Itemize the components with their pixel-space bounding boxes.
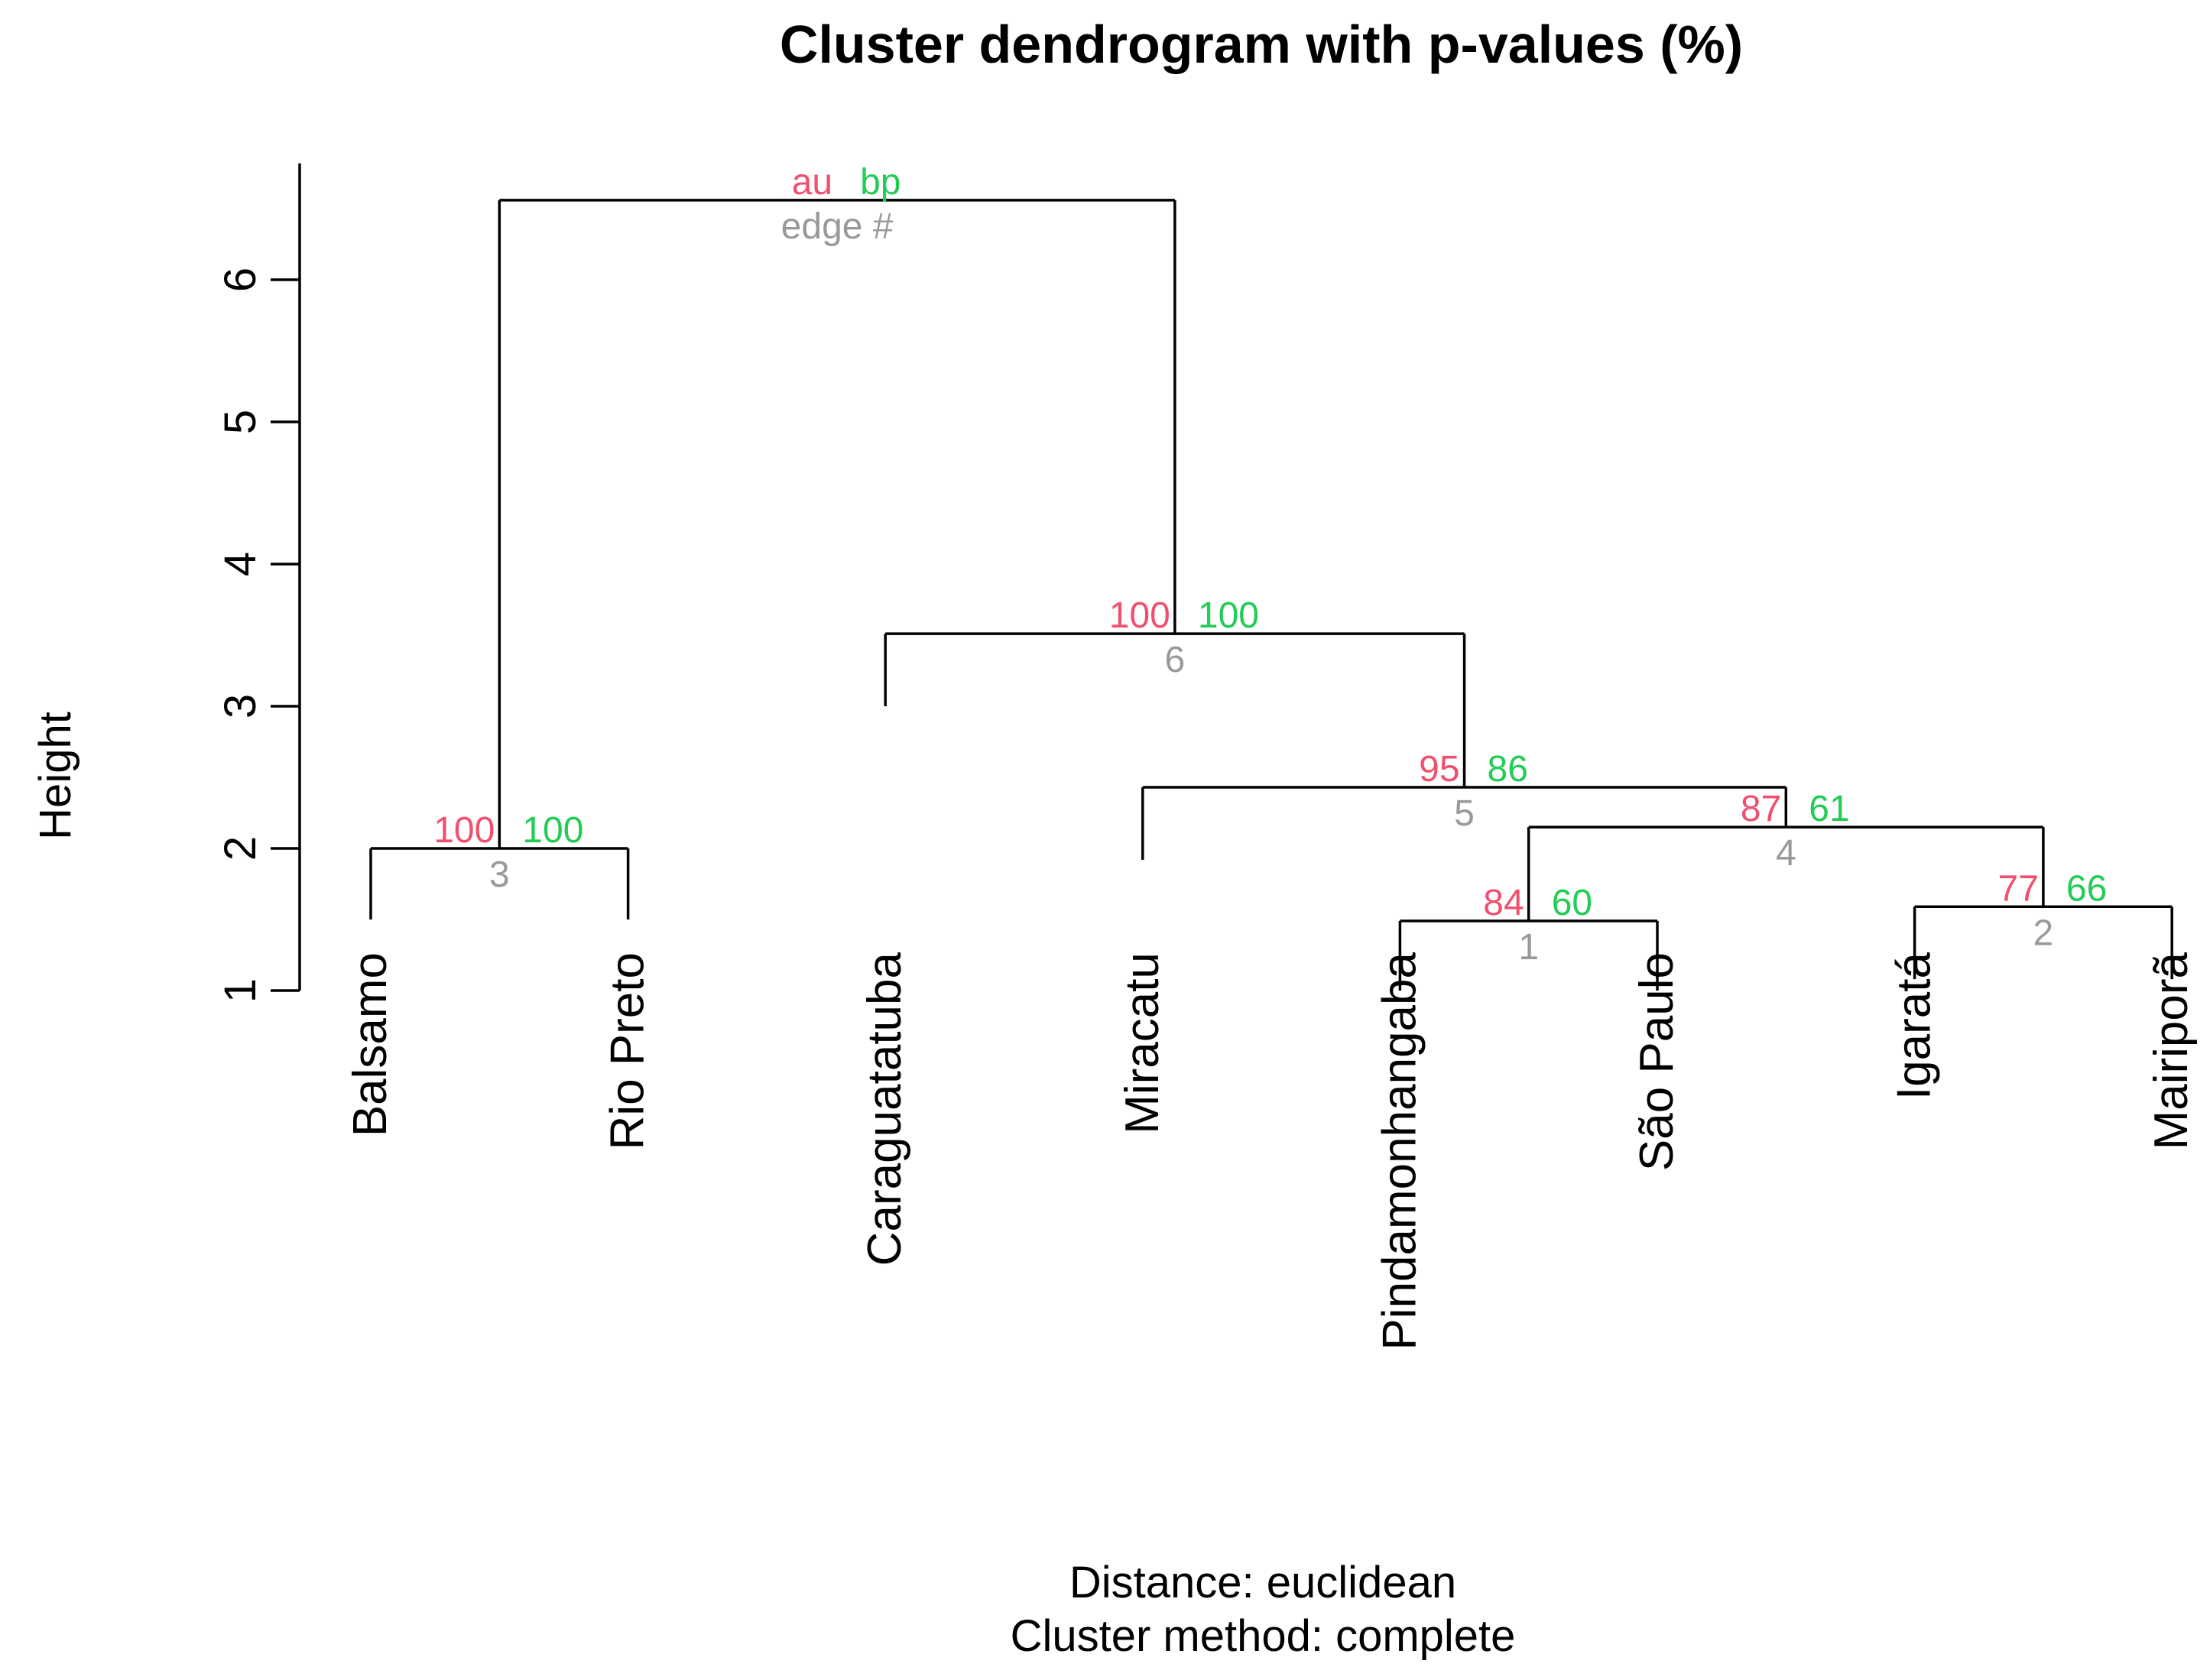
edge-number: 6 xyxy=(1165,640,1186,680)
leaf-label: Igaratá xyxy=(1888,952,1941,1100)
leaf-label: Mairiporã xyxy=(2145,952,2198,1150)
bp-value: 100 xyxy=(522,810,583,851)
y-axis: 1 2 3 4 5 6 xyxy=(216,163,301,1003)
cluster-method-label: Cluster method: complete xyxy=(1011,1611,1516,1661)
leaf-label: Miracatu xyxy=(1116,952,1169,1134)
au-value: 84 xyxy=(1483,883,1524,923)
leaf-label: Pindamonhangaba xyxy=(1373,952,1426,1350)
y-tick-label: 5 xyxy=(216,410,265,434)
distance-label: Distance: euclidean xyxy=(1069,1558,1456,1607)
bp-value: bp xyxy=(860,162,901,203)
dendrogram-tree xyxy=(369,199,2173,991)
edge-number: 4 xyxy=(1776,833,1796,874)
au-value: 100 xyxy=(433,810,495,851)
y-tick-label: 2 xyxy=(216,836,265,861)
bp-value: 61 xyxy=(1809,789,1849,829)
leaf-labels: Balsamo Rio Preto Caraguatatuba Miracatu Pin… xyxy=(344,952,2198,1350)
au-value: 87 xyxy=(1741,789,1781,829)
bp-value: 60 xyxy=(1552,883,1592,923)
au-value: 95 xyxy=(1419,749,1459,790)
au-value: 77 xyxy=(1998,868,2039,909)
chart-title: Cluster dendrogram with p-values (%) xyxy=(780,15,1743,74)
y-tick-label: 3 xyxy=(216,694,265,718)
bp-value: 66 xyxy=(2066,868,2107,909)
au-value: 100 xyxy=(1109,595,1170,636)
bp-value: 86 xyxy=(1488,749,1528,790)
edge-number: 5 xyxy=(1454,793,1475,834)
edge-number: 1 xyxy=(1518,927,1539,968)
au-value: au xyxy=(792,162,832,203)
y-axis-label: Height xyxy=(31,712,80,840)
edge-number: edge # xyxy=(781,206,894,247)
bp-value: 100 xyxy=(1198,595,1259,636)
leaf-label: São Paulo xyxy=(1631,952,1683,1171)
y-tick-label: 1 xyxy=(216,978,265,1003)
edge-number: 3 xyxy=(489,855,510,895)
y-tick-label: 4 xyxy=(216,552,265,576)
leaf-label: Caraguatatuba xyxy=(858,952,911,1266)
y-tick-label: 6 xyxy=(216,268,265,292)
leaf-label: Balsamo xyxy=(344,952,397,1137)
leaf-label: Rio Preto xyxy=(602,952,654,1150)
edge-number: 2 xyxy=(2033,913,2054,953)
